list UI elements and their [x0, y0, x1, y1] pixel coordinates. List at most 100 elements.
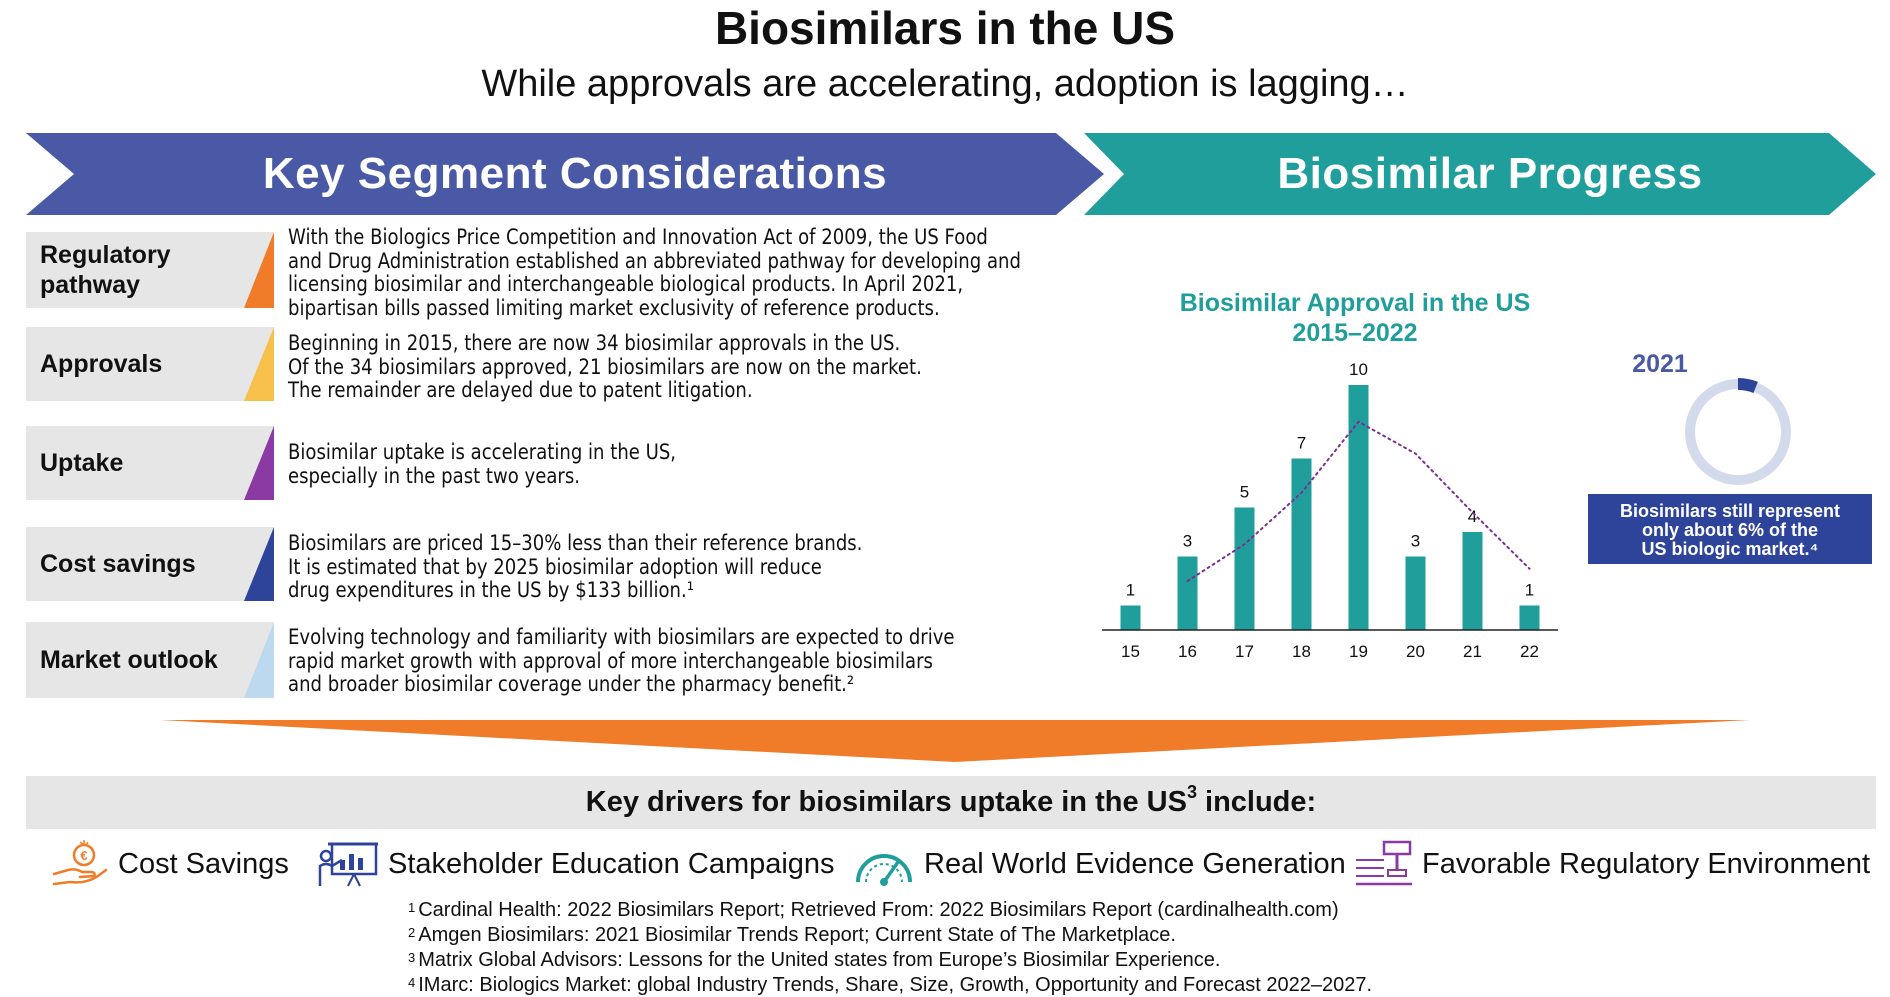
key-drivers-heading-sup: 3	[1186, 782, 1197, 802]
segment-line: Of the 34 biosimilars approved, 21 biosi…	[288, 354, 922, 379]
segment-label-text: Regulatory pathway	[40, 241, 171, 299]
chart-subtitle-line: 2015–2022	[1292, 319, 1418, 347]
chart-tick-label: 19	[1349, 642, 1368, 661]
footnote-number: 3	[408, 950, 416, 965]
segment-accent-triangle	[244, 232, 274, 308]
segment-label-text: Uptake	[40, 449, 124, 477]
donut-ring	[1685, 379, 1791, 485]
chart-tick-label: 17	[1235, 642, 1254, 661]
chart-trendline	[1186, 420, 1531, 582]
segment-accent-triangle	[244, 622, 274, 698]
chart-bar	[1405, 556, 1426, 630]
approval-bar-chart: 1 15 3 16 5 17 7 18 10 19 3 20 4 21 1 22	[1102, 360, 1558, 661]
chart-data-label: 4	[1468, 507, 1477, 526]
hand-coin-icon: €	[52, 840, 108, 886]
segment-line: drug expenditures in the US by $133 bill…	[288, 578, 694, 602]
footnote-number: 4	[408, 975, 416, 990]
segment-text-approvals: Beginning in 2015, there are now 34 bios…	[288, 331, 976, 403]
segment-accent-triangle	[244, 426, 274, 500]
chart-data-label: 10	[1349, 360, 1368, 379]
market-share-note-line: Biosimilars still represent	[1619, 501, 1841, 521]
driver-cost-savings: € Cost Savings	[50, 838, 289, 890]
footnote-text: Amgen Biosimilars: 2021 Biosimilar Trend…	[418, 924, 1176, 946]
driver-real-world-evidence: Real World Evidence Generation	[852, 838, 1346, 890]
chart-bar	[1234, 507, 1255, 630]
segment-accent-triangle	[244, 327, 274, 401]
segment-line: Beginning in 2015, there are now 34 bios…	[288, 331, 901, 355]
segment-text-regulatory: With the Biologics Price Competition and…	[288, 225, 1021, 320]
donut-share-segment	[1684, 378, 1792, 486]
chart-tick-label: 15	[1121, 642, 1140, 661]
segment-line: especially in the past two years.	[288, 463, 581, 488]
chart-data-label: 1	[1126, 581, 1135, 600]
footnote: 4 IMarc: Biologics Market: global Industr…	[408, 973, 1372, 997]
chart-data-label: 3	[1183, 532, 1192, 551]
key-segment-banner: Key Segment Considerations	[26, 133, 1104, 215]
footnote-text: Cardinal Health: 2022 Biosimilars Report…	[418, 899, 1339, 921]
segment-line: and Drug Administration established an a…	[288, 248, 1021, 273]
chart-tick-label: 21	[1463, 642, 1482, 661]
segment-line: The remainder are delayed due to patent …	[288, 378, 753, 402]
segment-line: Evolving technology and familiarity with…	[288, 625, 955, 649]
gauge-icon	[856, 854, 912, 886]
chart-title: Biosimilar Approval in the US 2015–2022	[1130, 288, 1580, 348]
segment-text-market-outlook: Evolving technology and familiarity with…	[288, 625, 976, 697]
page-subtitle: While approvals are accelerating, adopti…	[481, 63, 1409, 105]
chart-tick-label: 18	[1292, 642, 1311, 661]
footnote-text: Matrix Global Advisors: Lessons for the …	[418, 949, 1221, 971]
driver-label: Stakeholder Education Campaigns	[388, 847, 835, 880]
biosimilar-progress-banner-label: Biosimilar Progress	[1277, 149, 1703, 198]
market-share-note-line: US biologic market.⁴	[1641, 539, 1819, 559]
footnote-text: IMarc: Biologics Market: global Industry…	[418, 974, 1373, 996]
market-share-note-line: only about 6% of the	[1641, 520, 1818, 540]
segment-label-approvals: Approvals	[26, 327, 274, 401]
market-share-donut	[1684, 378, 1792, 486]
footnote: 3 Matrix Global Advisors: Lessons for the…	[408, 948, 1220, 972]
chart-bar	[1177, 556, 1198, 630]
chart-bar	[1120, 605, 1141, 630]
chart-tick-label: 20	[1406, 642, 1425, 661]
footnote: 2 Amgen Biosimilars: 2021 Biosimilar Tren…	[408, 923, 1176, 947]
key-segment-banner-label: Key Segment Considerations	[262, 149, 888, 198]
segment-text-cost-savings: Biosimilars are priced 15–30% less than …	[288, 531, 976, 603]
chart-bar	[1348, 385, 1369, 630]
gavel-icon	[1356, 840, 1412, 886]
svg-text:€: €	[80, 848, 87, 863]
donut-year-label: 2021	[1632, 350, 1688, 378]
chart-title-line: Biosimilar Approval in the US	[1179, 289, 1531, 317]
key-drivers-heading: Key drivers for biosimilars uptake in th…	[26, 776, 1876, 829]
market-share-note: Biosimilars still represent only about 6…	[1588, 494, 1872, 564]
segment-line: rapid market growth with approval of mor…	[288, 648, 933, 673]
segment-label-market-outlook: Market outlook	[26, 622, 274, 698]
key-drivers-heading-suffix: include:	[1196, 786, 1317, 818]
segment-line: Biosimilar uptake is accelerating in the…	[288, 440, 677, 464]
chart-data-label: 5	[1240, 483, 1249, 502]
segment-line: Biosimilars are priced 15–30% less than …	[288, 531, 863, 555]
segment-label-cost-savings: Cost savings	[26, 527, 274, 601]
footnote-number: 1	[408, 900, 416, 915]
footnote: 1 Cardinal Health: 2022 Biosimilars Repor…	[408, 898, 1339, 922]
segment-line: With the Biologics Price Competition and…	[288, 225, 988, 249]
orange-divider-arrow	[160, 720, 1750, 762]
footnote-number: 2	[408, 925, 416, 940]
chart-data-label: 1	[1525, 581, 1534, 600]
segment-label-uptake: Uptake	[26, 426, 274, 500]
segment-text-uptake: Biosimilar uptake is accelerating in the…	[288, 440, 976, 488]
driver-label: Favorable Regulatory Environment	[1422, 847, 1871, 880]
segment-line: and broader biosimilar coverage under th…	[288, 672, 855, 696]
page-title: Biosimilars in the US	[714, 2, 1176, 54]
chart-data-label: 3	[1411, 532, 1420, 551]
key-drivers-heading-text: Key drivers for biosimilars uptake in th…	[585, 786, 1187, 818]
driver-stakeholder-education: Stakeholder Education Campaigns	[318, 838, 835, 890]
driver-regulatory-environment: Favorable Regulatory Environment	[1354, 838, 1870, 890]
segment-line: It is estimated that by 2025 biosimilar …	[288, 554, 822, 579]
chart-tick-label: 16	[1178, 642, 1197, 661]
chart-bar	[1519, 605, 1540, 630]
driver-label: Cost Savings	[118, 847, 289, 880]
driver-label: Real World Evidence Generation	[924, 847, 1346, 880]
chart-bar	[1291, 458, 1312, 630]
segment-label-regulatory: Regulatory pathway	[26, 232, 274, 308]
segment-label-text: Approvals	[40, 350, 163, 378]
segment-label-text: Cost savings	[40, 550, 196, 578]
chart-bar	[1462, 532, 1483, 630]
